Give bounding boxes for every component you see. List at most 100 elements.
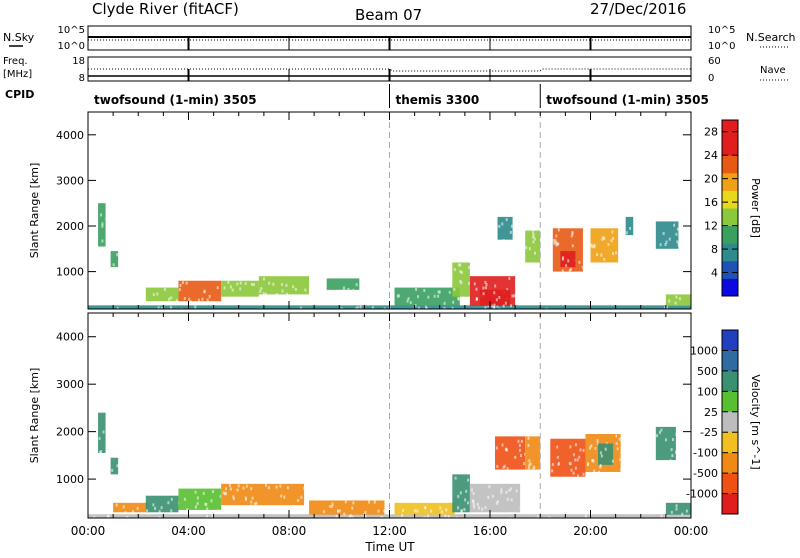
data-speckle — [416, 509, 419, 513]
data-speckle — [300, 306, 303, 310]
data-speckle — [518, 448, 521, 452]
data-speckle — [224, 492, 227, 496]
data-speckle — [533, 465, 536, 469]
data-speckle — [189, 300, 192, 304]
data-speckle — [265, 483, 268, 487]
data-speckle — [579, 448, 582, 452]
data-speckle — [427, 514, 430, 518]
data-speckle — [101, 224, 104, 228]
data-speckle — [286, 486, 289, 490]
data-speckle — [170, 306, 173, 310]
data-speckle — [173, 300, 176, 304]
data-speckle — [250, 487, 253, 491]
data-speckle — [244, 498, 247, 502]
data-speckle — [229, 487, 232, 491]
data-speckle — [494, 284, 497, 288]
data-speckle — [145, 509, 148, 513]
data-speckle — [163, 287, 166, 291]
data-patch — [145, 495, 179, 513]
data-speckle — [359, 305, 362, 309]
data-speckle — [239, 281, 242, 285]
data-speckle — [629, 226, 632, 230]
data-speckle — [168, 297, 171, 301]
data-speckle — [475, 287, 478, 291]
data-speckle — [670, 448, 673, 452]
panel-frame — [87, 111, 692, 310]
data-speckle — [196, 502, 199, 506]
data-speckle — [675, 451, 678, 455]
data-speckle — [467, 478, 470, 482]
data-speckle — [453, 268, 456, 272]
colorbar-tick-label: -100 — [693, 447, 718, 460]
data-speckle — [574, 458, 577, 462]
data-speckle — [551, 469, 554, 473]
data-speckle — [615, 442, 618, 446]
data-speckle — [501, 443, 504, 447]
data-speckle — [206, 515, 209, 519]
data-speckle — [186, 508, 189, 512]
data-speckle — [352, 288, 355, 292]
data-speckle — [568, 461, 571, 465]
data-speckle — [615, 251, 618, 255]
data-speckle — [279, 484, 282, 488]
data-speckle — [506, 497, 509, 501]
colorbar-swatch — [722, 260, 738, 279]
data-speckle — [160, 306, 163, 310]
data-speckle — [208, 295, 211, 299]
data-speckle — [582, 472, 585, 476]
data-speckle — [458, 263, 461, 267]
nave-tick-top: 60 — [708, 56, 721, 67]
data-speckle — [264, 517, 267, 521]
colorbar-tick-label: 8 — [711, 243, 718, 256]
data-speckle — [536, 515, 539, 519]
data-speckle — [183, 497, 186, 501]
data-speckle — [607, 243, 610, 247]
data-speckle — [654, 308, 657, 312]
beam-title: Beam 07 — [355, 6, 422, 24]
y-tick-label: 3000 — [56, 378, 84, 391]
data-speckle — [227, 280, 230, 284]
data-speckle — [501, 222, 504, 226]
data-speckle — [263, 277, 266, 281]
data-speckle — [331, 505, 334, 509]
data-speckle — [602, 235, 605, 239]
data-speckle — [100, 213, 103, 217]
data-speckle — [347, 287, 350, 291]
data-speckle — [407, 297, 410, 301]
data-speckle — [259, 308, 262, 312]
data-speckle — [466, 501, 469, 505]
x-tick-label: 12:00 — [372, 524, 407, 538]
data-speckle — [590, 444, 593, 448]
colorbar-swatch — [722, 278, 738, 297]
data-patch — [497, 216, 513, 240]
data-speckle — [656, 434, 659, 438]
data-speckle — [430, 509, 433, 513]
data-speckle — [582, 448, 585, 452]
x-tick-label: 00:00 — [71, 524, 106, 538]
data-speckle — [300, 495, 303, 499]
data-speckle — [451, 306, 454, 310]
data-speckle — [675, 504, 678, 508]
data-speckle — [491, 304, 494, 308]
colorbar-frame — [721, 329, 739, 515]
data-speckle — [344, 500, 347, 504]
data-speckle — [364, 511, 367, 515]
data-speckle — [557, 462, 560, 466]
colorbar-swatch — [722, 370, 738, 392]
data-speckle — [493, 291, 496, 295]
data-speckle — [577, 474, 580, 478]
colorbar-swatch — [722, 330, 738, 351]
colorbar-tick-label: 1000 — [690, 344, 718, 357]
data-speckle — [292, 285, 295, 289]
data-speckle — [188, 297, 191, 301]
data-speckle — [437, 290, 440, 294]
colorbar-swatch — [722, 493, 738, 515]
data-speckle — [116, 464, 119, 468]
data-speckle — [525, 246, 528, 250]
y-tick-label: 1000 — [56, 266, 84, 279]
data-speckle — [618, 437, 621, 441]
data-speckle — [528, 466, 531, 470]
data-speckle — [493, 306, 496, 310]
